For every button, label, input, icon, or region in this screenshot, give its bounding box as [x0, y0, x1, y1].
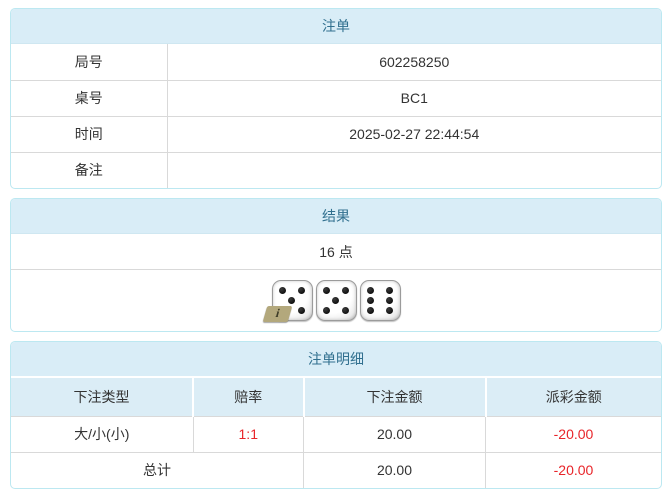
bet-order-panel-title: 注单 — [11, 9, 661, 44]
table-row: 局号 602258250 — [11, 44, 661, 80]
col-odds: 赔率 — [192, 378, 304, 416]
result-panel-title: 结果 — [11, 199, 661, 234]
col-bet-type: 下注类型 — [11, 378, 193, 416]
col-bet-amount: 下注金额 — [302, 378, 486, 416]
die-6-icon — [359, 280, 401, 321]
detail-data-row: 大/小(小) 1:1 20.00 -20.00 — [11, 415, 661, 452]
result-panel: 结果 16 点 i — [10, 198, 662, 332]
time-label: 时间 — [11, 115, 168, 152]
bet-detail-table: 下注类型 赔率 下注金额 派彩金额 大/小(小) 1:1 20.00 -20.0… — [11, 378, 661, 488]
payout-value: -20.00 — [485, 415, 661, 452]
bet-amount-value: 20.00 — [303, 415, 486, 452]
bet-type-value: 大/小(小) — [11, 415, 193, 452]
bet-detail-panel: 注单明细 下注类型 赔率 下注金额 派彩金额 大/小(小) 1:1 20.00 … — [10, 341, 662, 489]
bet-order-panel: 注单 局号 602258250 桌号 BC1 时间 2025-02-27 22:… — [10, 8, 662, 189]
total-bet-amount: 20.00 — [303, 451, 486, 488]
detail-total-row: 总计 20.00 -20.00 — [11, 451, 661, 488]
table-row: 备注 — [11, 151, 661, 188]
die-5-icon — [315, 280, 357, 321]
odds-value: 1:1 — [192, 415, 304, 452]
dice-row: i — [11, 270, 661, 331]
table-id-value: BC1 — [167, 79, 661, 116]
bet-detail-panel-title: 注单明细 — [11, 342, 661, 378]
col-payout: 派彩金额 — [484, 378, 661, 416]
table-row: 桌号 BC1 — [11, 79, 661, 116]
total-label: 总计 — [11, 451, 304, 488]
detail-header-row: 下注类型 赔率 下注金额 派彩金额 — [11, 378, 661, 416]
total-payout: -20.00 — [485, 451, 661, 488]
die-5-icon: i — [262, 280, 313, 322]
round-id-value: 602258250 — [379, 53, 450, 70]
table-row: 时间 2025-02-27 22:44:54 — [11, 115, 661, 152]
round-id-label: 局号 — [11, 44, 168, 80]
remark-label: 备注 — [11, 151, 168, 188]
result-points: 16 点 — [11, 234, 661, 270]
table-id-label: 桌号 — [11, 79, 168, 116]
info-badge-icon[interactable]: i — [262, 306, 292, 322]
bet-order-table: 局号 602258250 桌号 BC1 时间 2025-02-27 22:44:… — [11, 44, 661, 188]
remark-value — [167, 151, 661, 188]
time-value: 2025-02-27 22:44:54 — [167, 115, 661, 152]
